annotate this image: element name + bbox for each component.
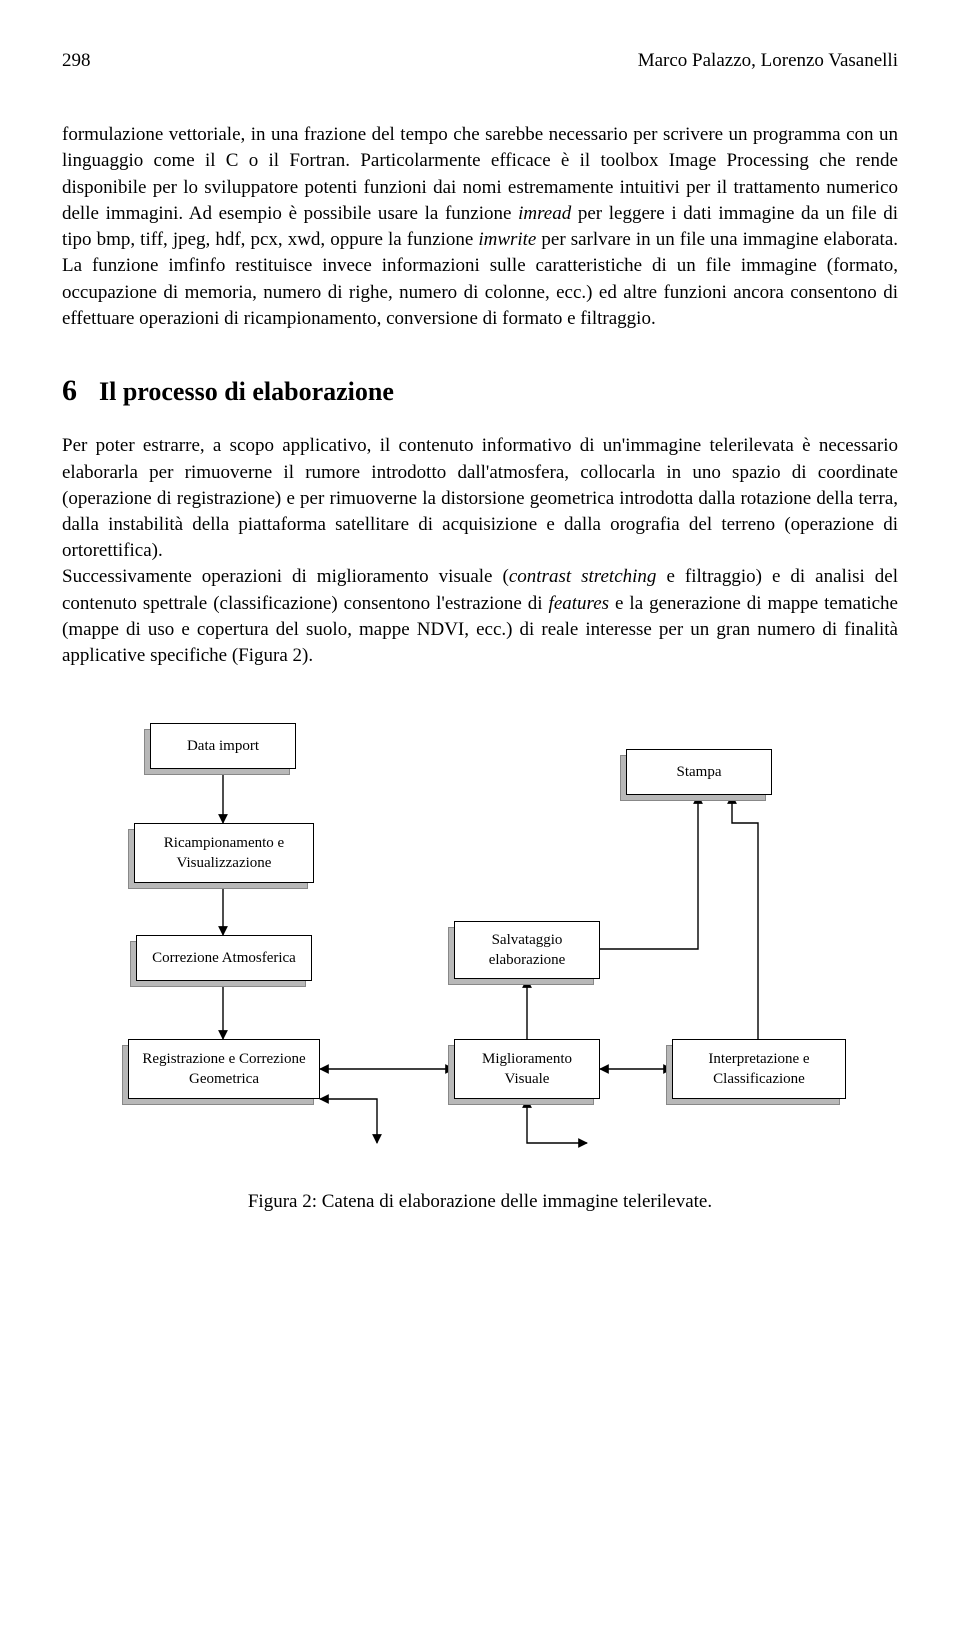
flowchart-node-interp: Interpretazione e Classificazione (672, 1039, 846, 1099)
flowchart-node-corr_atm: Correzione Atmosferica (136, 935, 312, 981)
para2a-text: Per poter estrarre, a scopo applicativo,… (62, 435, 898, 561)
flowchart-node-stampa: Stampa (626, 749, 772, 795)
flowchart-edge (600, 795, 698, 949)
figure-2-flowchart: Data import Stampa Ricampionamento e Visua… (62, 703, 898, 1159)
para2b-text-a: Successivamente operazioni di migliorame… (62, 566, 509, 587)
para1-imwrite: imwrite (478, 229, 536, 250)
section-number: 6 (62, 374, 77, 407)
figure-caption: Figura 2: Catena di elaborazione delle i… (62, 1189, 898, 1215)
para2b-contrast: contrast stretching (509, 566, 657, 587)
flowchart-edge (732, 795, 758, 1039)
para1-imread: imread (518, 203, 571, 224)
flowchart-node-miglioramento: Miglioramento Visuale (454, 1039, 600, 1099)
running-head: 298 Marco Palazzo, Lorenzo Vasanelli (62, 48, 898, 74)
para2b-features: features (549, 593, 610, 614)
flowchart-node-salvataggio: Salvataggio elaborazione (454, 921, 600, 979)
flowchart-edge (527, 1099, 587, 1143)
flowchart-node-data_import: Data import (150, 723, 296, 769)
section-title: Il processo di elaborazione (99, 377, 394, 406)
paragraph-2a: Per poter estrarre, a scopo applicativo,… (62, 433, 898, 564)
paragraph-1: formulazione vettoriale, in una frazione… (62, 122, 898, 332)
paragraph-2b: Successivamente operazioni di migliorame… (62, 564, 898, 669)
flowchart-edge (320, 1099, 377, 1143)
flowchart-node-ricamp: Ricampionamento e Visualizzazione (134, 823, 314, 883)
flowchart-node-reg_geo: Registrazione e Correzione Geometrica (128, 1039, 320, 1099)
page-number: 298 (62, 48, 91, 74)
running-authors: Marco Palazzo, Lorenzo Vasanelli (638, 48, 898, 74)
section-heading: 6 Il processo di elaborazione (62, 370, 898, 411)
